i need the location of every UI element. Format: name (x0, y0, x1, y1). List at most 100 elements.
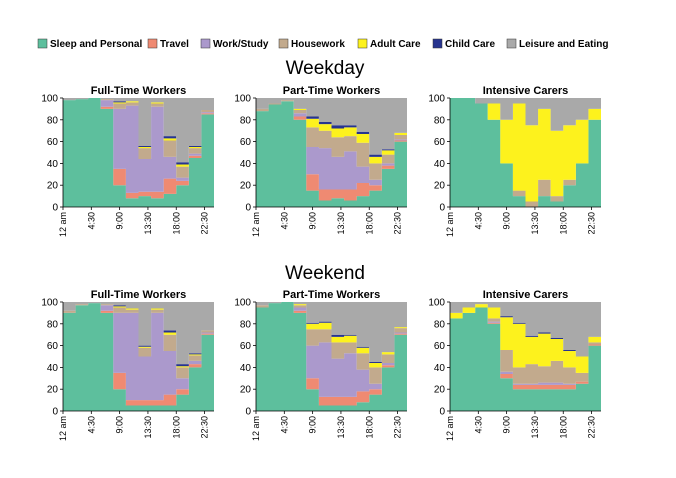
y-tick-label: 60 (240, 137, 252, 148)
x-tick-label: 18:00 (171, 212, 181, 235)
area-leisure-and-eating (63, 302, 214, 365)
y-tick-label: 40 (240, 363, 252, 374)
y-tick-label: 20 (47, 385, 59, 396)
y-tick-label: 80 (434, 115, 446, 126)
y-tick-label: 60 (47, 137, 59, 148)
x-tick-label: 4:30 (86, 212, 96, 230)
x-tick-label: 13:30 (143, 416, 153, 439)
y-tick-label: 0 (52, 407, 58, 418)
x-tick-label: 18:00 (558, 416, 568, 439)
y-tick-label: 80 (434, 319, 446, 330)
area-adult-care (450, 304, 601, 373)
x-tick-label: 18:00 (364, 212, 374, 235)
x-tick-label: 4:30 (279, 416, 289, 434)
x-tick-label: 22:30 (587, 212, 597, 235)
x-tick-label: 13:30 (530, 212, 540, 235)
y-tick-label: 0 (52, 203, 58, 214)
x-tick-label: 18:00 (364, 416, 374, 439)
area-leisure-and-eating (256, 302, 407, 362)
panel-weekend-part-time-workers: Part-Time Workers 0 20 40 60 80 100 12 am 4:30 9:… (234, 289, 407, 441)
area-adult-care (450, 98, 601, 202)
x-tick-label: 9:00 (308, 416, 318, 434)
y-tick-label: 100 (234, 298, 251, 309)
panel-title: Part-Time Workers (283, 289, 380, 301)
y-tick-label: 20 (434, 385, 446, 396)
x-tick-label: 22:30 (200, 416, 210, 439)
y-tick-label: 20 (47, 181, 59, 192)
legend-swatch-travel (147, 38, 158, 49)
legend-label-leisure-and-eating: Leisure and Eating (519, 39, 608, 50)
y-tick-label: 40 (47, 363, 59, 374)
y-tick-label: 0 (245, 203, 251, 214)
y-tick-label: 0 (245, 407, 251, 418)
x-tick-label: 9:00 (502, 416, 512, 434)
x-tick-label: 22:30 (200, 212, 210, 235)
legend-swatch-sleep-and-personal (37, 38, 48, 49)
x-tick-label: 13:30 (143, 212, 153, 235)
x-tick-label: 12 am (251, 416, 261, 441)
x-tick-label: 9:00 (115, 212, 125, 230)
panel-weekday-part-time-workers: Part-Time Workers 0 20 40 60 80 100 12 am 4:30 9:… (234, 85, 407, 237)
legend-item-child-care: Child Care (432, 38, 495, 50)
legend-swatch-child-care (432, 38, 443, 49)
x-tick-label: 12 am (58, 212, 68, 237)
x-tick-label: 22:30 (393, 212, 403, 235)
legend-label-travel: Travel (160, 39, 189, 50)
area-leisure-and-eating (450, 98, 601, 131)
legend: Sleep and Personal Travel Work/Study Housew… (37, 38, 608, 50)
legend-label-housework: Housework (291, 39, 345, 50)
area-child-care (256, 100, 407, 157)
legend-swatch-leisure-and-eating (506, 38, 517, 49)
y-tick-label: 100 (41, 298, 58, 309)
y-tick-label: 60 (434, 137, 446, 148)
section-title-weekend: Weekend (285, 263, 365, 284)
x-tick-label: 4:30 (473, 212, 483, 230)
x-tick-label: 12 am (445, 212, 455, 237)
x-tick-label: 18:00 (171, 416, 181, 439)
x-tick-label: 9:00 (308, 212, 318, 230)
panel-title: Intensive Carers (483, 289, 569, 301)
panels: Full-Time Workers 0 20 40 60 80 100 12 am 4:30 9:… (41, 85, 601, 441)
y-tick-label: 0 (439, 407, 445, 418)
area-sleep-and-personal (450, 98, 601, 207)
y-tick-label: 20 (434, 181, 446, 192)
legend-label-work-study: Work/Study (213, 39, 269, 50)
x-tick-label: 13:30 (336, 212, 346, 235)
panel-weekday-intensive-carers: Intensive Carers 0 20 40 60 80 100 12 am 4:30 9:0… (428, 85, 601, 237)
panel-weekend-intensive-carers: Intensive Carers 0 20 40 60 80 100 12 am 4:30 9:0… (428, 289, 601, 441)
y-tick-label: 40 (434, 363, 446, 374)
y-tick-label: 100 (41, 94, 58, 105)
panel-title: Part-Time Workers (283, 85, 380, 97)
area-sleep-and-personal (256, 101, 407, 207)
y-tick-label: 60 (434, 341, 446, 352)
legend-item-adult-care: Adult Care (357, 38, 421, 50)
x-tick-label: 12 am (445, 416, 455, 441)
area-sleep-and-personal (256, 302, 407, 411)
y-tick-label: 100 (234, 94, 251, 105)
legend-item-leisure-and-eating: Leisure and Eating (506, 38, 608, 50)
x-tick-label: 18:00 (558, 212, 568, 235)
x-tick-label: 4:30 (86, 416, 96, 434)
y-tick-label: 100 (428, 94, 445, 105)
y-tick-label: 60 (240, 341, 252, 352)
area-sleep-and-personal (63, 98, 214, 207)
legend-swatch-work-study (200, 38, 211, 49)
x-tick-label: 13:30 (336, 416, 346, 439)
x-tick-label: 4:30 (279, 212, 289, 230)
panel-weekend-full-time-workers: Full-Time Workers 0 20 40 60 80 100 12 am 4:30 9:… (41, 289, 214, 441)
panel-title: Full-Time Workers (91, 85, 187, 97)
legend-swatch-housework (278, 38, 289, 49)
legend-swatch-adult-care (357, 38, 368, 49)
legend-item-sleep-and-personal: Sleep and Personal (37, 38, 142, 50)
area-leisure-and-eating (256, 98, 407, 155)
legend-item-housework: Housework (278, 38, 345, 50)
x-tick-label: 12 am (251, 212, 261, 237)
x-tick-label: 9:00 (502, 212, 512, 230)
y-tick-label: 40 (434, 159, 446, 170)
area-adult-care (256, 100, 407, 164)
x-tick-label: 12 am (58, 416, 68, 441)
y-tick-label: 80 (47, 115, 59, 126)
x-tick-label: 9:00 (115, 416, 125, 434)
legend-label-sleep-and-personal: Sleep and Personal (50, 39, 142, 50)
y-tick-label: 60 (47, 341, 59, 352)
